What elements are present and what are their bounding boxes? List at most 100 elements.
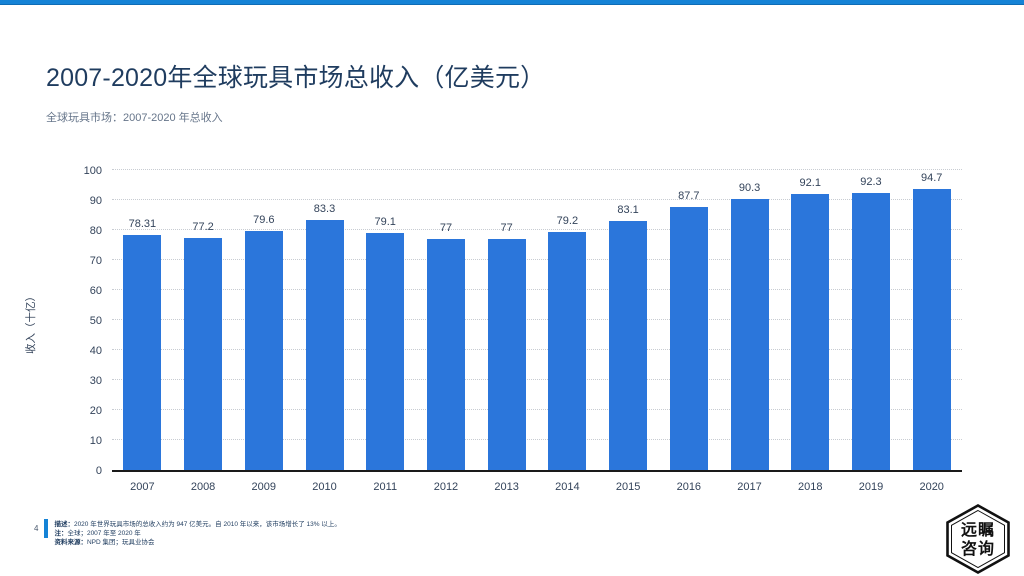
footer-notes: 描述：2020 年世界玩具市场的总收入约为 947 亿美元。自 2010 年以来… (54, 518, 340, 547)
gridline (112, 229, 962, 230)
x-tick-label: 2012 (433, 481, 459, 493)
gridline (112, 379, 962, 380)
x-tick-label: 2017 (737, 481, 762, 493)
gridline (112, 199, 962, 200)
bar-value-label: 79.1 (374, 215, 396, 228)
gridline (112, 319, 962, 320)
bar (305, 220, 344, 470)
y-tick-label: 20 (89, 405, 102, 417)
bars-container: 78.31 77.2 79.6 83.3 79.1 77 77 79.2 83.1 87.7 90.… (112, 172, 962, 470)
company-logo-hexagon: 远瞩 咨询 (946, 504, 1010, 574)
y-tick-label: 90 (89, 195, 102, 207)
bar (791, 193, 830, 470)
y-tick-label: 30 (89, 375, 102, 387)
bar-group: 78.31 (112, 172, 173, 470)
bar-value-label: 79.2 (556, 215, 579, 228)
footer-description: 描述：2020 年世界玩具市场的总收入约为 947 亿美元。自 2010 年以来… (54, 520, 340, 529)
bar-value-label: 87.7 (678, 189, 700, 202)
x-tick-label: 2008 (190, 481, 216, 493)
bar (366, 232, 405, 470)
bar-value-label: 77 (439, 222, 453, 234)
bar-value-label: 77.2 (192, 221, 214, 234)
bar-value-label: 92.3 (860, 176, 882, 189)
y-tick-label: 80 (89, 225, 102, 237)
logo-outer-hexagon (946, 504, 1010, 574)
x-tick-label: 2020 (919, 481, 944, 493)
bar (609, 220, 648, 470)
bar (730, 199, 769, 470)
x-tick-label: 2014 (555, 481, 580, 493)
gridline (112, 349, 962, 350)
x-tick-label: 2015 (615, 481, 641, 493)
footer-source-label: 资料来源： (54, 539, 87, 546)
bar-value-label: 77 (500, 222, 513, 234)
logo-text-line1: 远瞩 (961, 521, 995, 539)
page-subtitle: 全球玩具市场：2007-2020 年总收入 (46, 112, 223, 124)
bar-value-label: 83.1 (617, 203, 639, 216)
top-accent-bar (0, 0, 1024, 5)
footer-note-text: 全球；2007 年至 2020 年 (67, 530, 141, 537)
gridline (112, 169, 962, 170)
header: 2007-2020年全球玩具市场总收入（亿美元） 全球玩具市场：2007-202… (46, 58, 545, 125)
logo-text-line2: 咨询 (961, 539, 995, 558)
bar (123, 235, 162, 470)
y-tick-label: 0 (95, 465, 102, 477)
bar-group: 92.1 (780, 172, 841, 470)
page-title: 2007-2020年全球玩具市场总收入（亿美元） (46, 64, 546, 92)
bar-group: 87.7 (658, 172, 719, 470)
gridline (112, 289, 962, 290)
x-tick-label: 2011 (373, 481, 398, 493)
y-tick-label: 50 (89, 315, 102, 327)
x-tick-label: 2013 (494, 481, 519, 493)
bar (851, 193, 890, 470)
bar-group: 79.2 (537, 172, 598, 470)
bar (548, 232, 587, 470)
bar-value-label: 94.7 (920, 172, 943, 184)
gridline (112, 439, 962, 440)
bar (912, 189, 951, 470)
footer-source: 资料来源：NPD 集团；玩具业协会 (54, 538, 340, 547)
bar-group: 77.2 (173, 172, 234, 470)
bar-value-label: 92.1 (799, 176, 821, 189)
bar-group: 77 (476, 172, 537, 470)
bar-chart: 收入（十亿） 0 10 20 30 40 50 60 70 80 90 100 78.31 77.2 7… (25, 165, 962, 493)
footer-note: 注：全球；2007 年至 2020 年 (54, 529, 340, 538)
bar-group: 83.1 (598, 172, 659, 470)
y-axis-title-wrap: 收入（十亿） (20, 172, 40, 472)
y-axis-title: 收入（十亿） (24, 290, 37, 354)
bar-group: 79.1 (355, 172, 416, 470)
x-tick-label: 2016 (676, 481, 702, 493)
bar (244, 231, 283, 470)
gridline (112, 259, 962, 260)
bar-group: 77 (416, 172, 477, 470)
y-tick-label: 70 (89, 255, 102, 267)
y-tick-label: 100 (83, 165, 102, 177)
bar (669, 206, 708, 470)
y-tick-label: 40 (89, 345, 102, 357)
plot-area: 收入（十亿） 0 10 20 30 40 50 60 70 80 90 100 78.31 77.2 7… (25, 165, 962, 493)
bar-value-label: 78.31 (128, 218, 157, 231)
bar-group: 92.3 (841, 172, 902, 470)
footer-description-label: 描述： (54, 521, 74, 528)
page-number: 4 (34, 524, 39, 533)
bar-value-label: 90.3 (738, 182, 761, 195)
footer-accent-bar (44, 519, 49, 538)
footer: 4 描述：2020 年世界玩具市场的总收入约为 947 亿美元。自 2010 年… (34, 518, 341, 547)
x-tick-label: 2019 (858, 481, 884, 493)
bar-group: 94.7 (901, 172, 962, 470)
y-tick-label: 60 (89, 285, 102, 297)
bar (487, 239, 526, 470)
x-tick-label: 2007 (130, 481, 155, 493)
gridline (112, 409, 962, 410)
x-axis-labels: 2007 2008 2009 2010 2011 2012 2013 2014 2015 2016… (112, 481, 962, 493)
bar-value-label: 79.6 (253, 214, 275, 227)
x-tick-label: 2009 (251, 481, 277, 493)
footer-description-text: 2020 年世界玩具市场的总收入约为 947 亿美元。自 2010 年以来，该市… (73, 521, 341, 528)
x-tick-label: 2010 (312, 481, 337, 493)
y-tick-label: 10 (89, 435, 102, 447)
bar-group: 90.3 (719, 172, 780, 470)
bar-group: 79.6 (233, 172, 294, 470)
footer-note-label: 注： (54, 530, 68, 537)
bar (184, 238, 223, 470)
footer-source-text: NPD 集团；玩具业协会 (86, 539, 155, 546)
